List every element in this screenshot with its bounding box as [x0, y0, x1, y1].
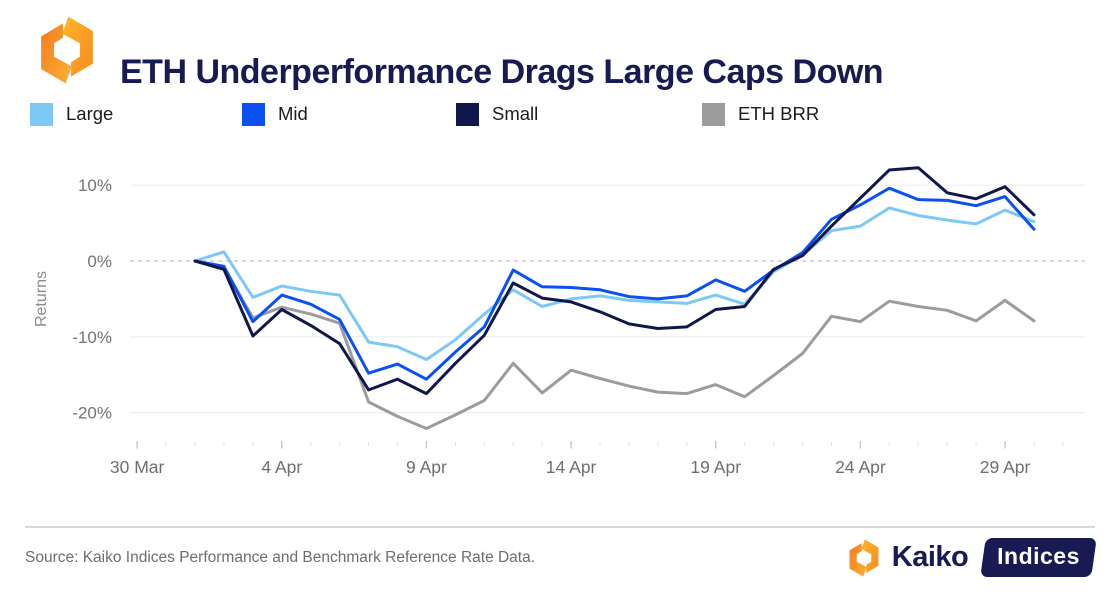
svg-text:19 Apr: 19 Apr — [690, 457, 741, 477]
legend-swatch-eth-brr — [702, 102, 725, 126]
returns-line-chart: 10% 0% -10% -20% Returns 30 Mar 4 Apr 9 Apr 14 A… — [33, 166, 1085, 477]
svg-text:-10%: -10% — [72, 328, 112, 347]
svg-text:30 Mar: 30 Mar — [110, 457, 165, 477]
legend-swatch-small — [456, 102, 479, 126]
kaiko-footer-logo-icon — [849, 538, 879, 577]
svg-text:4 Apr: 4 Apr — [261, 457, 302, 477]
legend-label-large: Large — [66, 103, 114, 124]
chart-axis-labels: 10% 0% -10% -20% Returns 30 Mar 4 Apr 9 Apr 14 A… — [33, 176, 1031, 477]
svg-text:29 Apr: 29 Apr — [980, 457, 1031, 477]
svg-text:Returns: Returns — [33, 271, 50, 327]
series-line-mid — [193, 186, 1036, 381]
page-title: ETH Underperformance Drags Large Caps Do… — [120, 52, 884, 91]
indices-badge: Indices — [980, 538, 1097, 577]
legend-label-mid: Mid — [278, 103, 308, 124]
chart-series-lines — [193, 166, 1036, 430]
legend-item-small: Small — [456, 102, 538, 126]
legend-label-eth-brr: ETH BRR — [738, 103, 820, 124]
legend-swatch-large — [30, 102, 53, 126]
legend-item-eth-brr: ETH BRR — [702, 102, 819, 126]
kaiko-logo-icon — [41, 16, 93, 84]
legend-item-mid: Mid — [242, 102, 308, 126]
series-line-small — [193, 166, 1036, 396]
source-note: Source: Kaiko Indices Performance and Be… — [25, 549, 536, 566]
legend-label-small: Small — [492, 103, 539, 124]
series-line-large — [193, 206, 1036, 361]
footer-brand: Kaiko Indices — [845, 538, 1097, 577]
svg-text:0%: 0% — [87, 252, 112, 271]
series-line-eth-brr — [193, 259, 1036, 430]
svg-text:-20%: -20% — [72, 404, 112, 423]
legend-item-large: Large — [30, 102, 113, 126]
svg-text:14 Apr: 14 Apr — [546, 457, 597, 477]
chart-axis-ticks — [136, 441, 1064, 449]
svg-text:24 Apr: 24 Apr — [835, 457, 886, 477]
footer-divider — [25, 526, 1095, 528]
svg-text:10%: 10% — [78, 176, 112, 195]
brand-name: Kaiko — [891, 541, 969, 573]
legend-swatch-mid — [242, 102, 265, 126]
chart-gridlines — [130, 184, 1085, 414]
svg-text:9 Apr: 9 Apr — [406, 457, 447, 477]
